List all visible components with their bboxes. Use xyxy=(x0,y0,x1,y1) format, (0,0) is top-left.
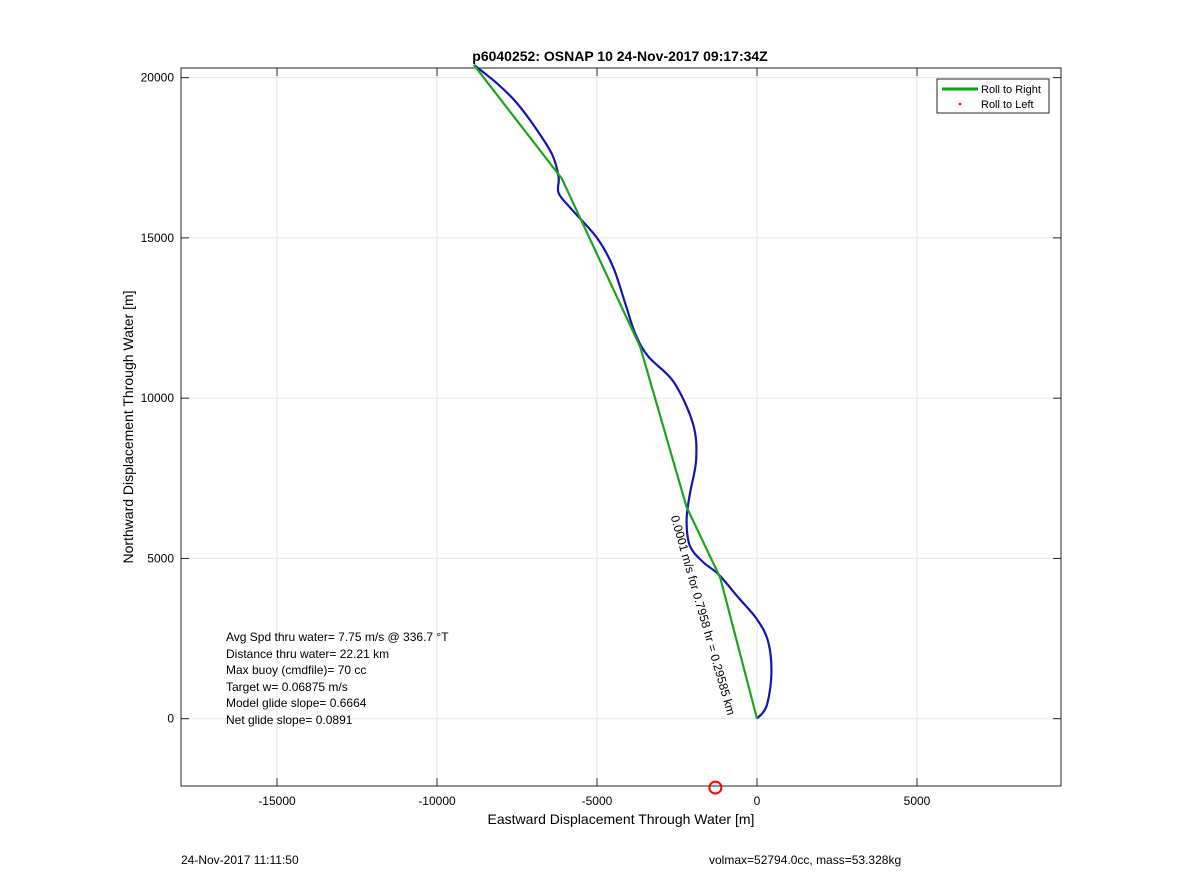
grid xyxy=(181,68,1061,786)
legend-label-roll-right: Roll to Right xyxy=(981,84,1041,96)
axis-ticks: -15000 -10000 -5000 0 5000 0 5000 10000 15000 200… xyxy=(141,68,1061,808)
stats-max-buoy: Max buoy (cmdfile)= 70 cc xyxy=(226,663,367,677)
stats-model-glide: Model glide slope= 0.6664 xyxy=(226,696,367,710)
x-tick-label: -5000 xyxy=(582,794,613,808)
x-tick-label: -15000 xyxy=(258,794,296,808)
legend-dot-roll-left xyxy=(958,102,962,106)
legend: Roll to Right Roll to Left xyxy=(936,78,1050,114)
series-line-roll-right xyxy=(472,64,759,719)
y-tick-label: 10000 xyxy=(141,391,175,405)
stats-block: Avg Spd thru water= 7.75 m/s @ 336.7 °T … xyxy=(226,629,449,728)
stats-target-w: Target w= 0.06875 m/s xyxy=(226,679,348,694)
series-line-track xyxy=(473,63,773,720)
target-marker xyxy=(708,780,723,795)
y-tick-label: 15000 xyxy=(141,231,175,245)
footer-timestamp: 24-Nov-2017 11:11:50 xyxy=(181,853,299,867)
plot-area xyxy=(180,67,1062,787)
x-tick-label: 0 xyxy=(754,794,761,808)
y-axis-label: Northward Displacement Through Water [m] xyxy=(120,290,136,563)
legend-box xyxy=(936,78,1050,114)
segment-annotation: 0.0001 m/s for 0.7958 hr = 0.29585 km xyxy=(668,514,739,717)
stats-distance: Distance thru water= 22.21 km xyxy=(226,646,390,661)
stats-net-glide: Net glide slope= 0.0891 xyxy=(226,712,353,727)
footer-mass-info: volmax=52794.0cc, mass=53.328kg xyxy=(709,853,902,867)
y-tick-label: 5000 xyxy=(147,551,174,565)
series-lines xyxy=(472,63,773,720)
x-tick-label: -10000 xyxy=(418,794,456,808)
y-tick-label: 0 xyxy=(167,712,174,726)
y-tick-label: 20000 xyxy=(141,71,175,85)
stats-avg-speed: Avg Spd thru water= 7.75 m/s @ 336.7 °T xyxy=(226,630,449,644)
chart-title: p6040252: OSNAP 10 24-Nov-2017 09:17:34Z xyxy=(472,48,768,64)
x-axis-label: Eastward Displacement Through Water [m] xyxy=(488,811,755,827)
legend-label-roll-left: Roll to Left xyxy=(981,99,1034,111)
x-tick-label: 5000 xyxy=(904,794,931,808)
